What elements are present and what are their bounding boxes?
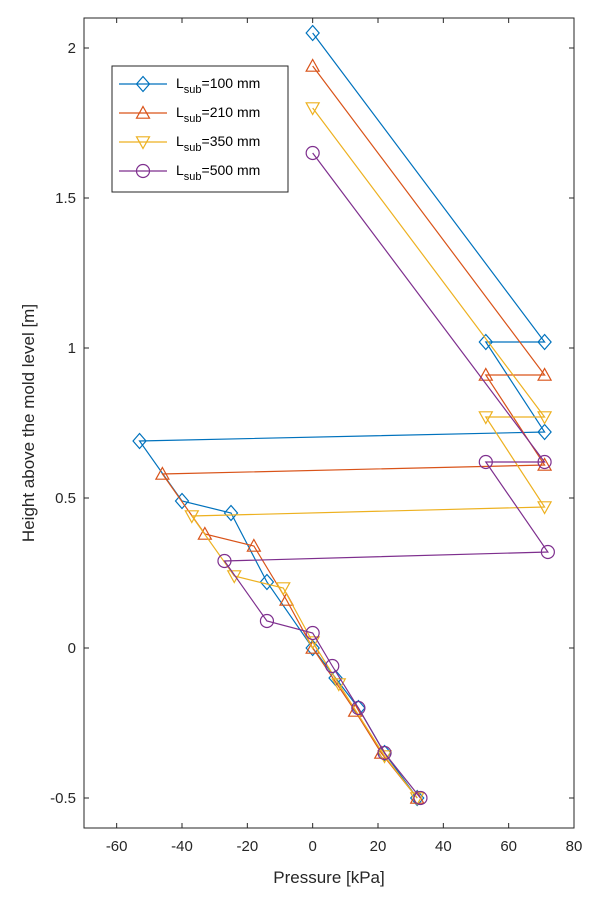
- y-tick-label: 2: [68, 40, 76, 57]
- data-point: [217, 553, 232, 569]
- legend-label-rest: =500 mm: [202, 162, 261, 178]
- data-point: [537, 411, 553, 425]
- data-point: [246, 538, 262, 552]
- data-point: [305, 636, 321, 650]
- legend-label-subscript: sub: [184, 84, 202, 96]
- legend-label: Lsub=500 mm: [176, 162, 260, 183]
- data-point: [537, 423, 552, 441]
- data-point: [540, 544, 555, 560]
- x-tick-label: 20: [370, 838, 387, 855]
- x-tick-label: 80: [566, 838, 583, 855]
- legend-label-subscript: sub: [184, 171, 202, 183]
- legend-entry: Lsub=350 mm: [119, 133, 260, 154]
- data-point: [226, 570, 242, 584]
- x-axis-title: Pressure [kPa]: [273, 868, 385, 887]
- axes-box: [83, 17, 575, 829]
- y-axis-title: Height above the mold level [m]: [19, 304, 38, 542]
- data-point: [305, 58, 321, 72]
- legend-label: Lsub=210 mm: [176, 104, 260, 125]
- data-point: [537, 501, 553, 515]
- data-point: [132, 432, 147, 450]
- legend-label-main: L: [176, 104, 184, 120]
- y-tick-label: 0.5: [55, 490, 76, 507]
- y-tick-label: 1: [68, 340, 76, 357]
- data-point: [154, 466, 170, 480]
- series-4: [217, 145, 555, 806]
- x-tick-label: -40: [171, 838, 193, 855]
- data-point: [184, 510, 200, 524]
- legend-label-main: L: [176, 133, 184, 149]
- data-point: [223, 504, 239, 522]
- series-3: [184, 102, 553, 806]
- data-point: [305, 639, 320, 657]
- legend-marker: [135, 136, 151, 150]
- data-point: [351, 700, 366, 716]
- data-point: [305, 145, 320, 161]
- legend-marker: [135, 105, 151, 119]
- data-point: [197, 526, 213, 540]
- legend-entry: Lsub=100 mm: [119, 75, 260, 96]
- legend-label-rest: =100 mm: [202, 75, 261, 91]
- data-point: [331, 678, 347, 692]
- legend-label-rest: =350 mm: [202, 133, 261, 149]
- series-line: [223, 152, 549, 799]
- data-point: [478, 333, 494, 351]
- legend-entry: Lsub=210 mm: [119, 104, 260, 125]
- legend-marker: [135, 163, 151, 179]
- legend-label-rest: =210 mm: [202, 104, 261, 120]
- y-tick-label: 1.5: [55, 190, 76, 207]
- x-tick-label: -20: [236, 838, 258, 855]
- legend-entry: Lsub=500 mm: [119, 162, 260, 183]
- series-layer: [132, 24, 555, 807]
- legend-label: Lsub=100 mm: [176, 75, 260, 96]
- data-point: [259, 573, 275, 591]
- x-tick-label: -60: [106, 838, 128, 855]
- legend-label-main: L: [176, 75, 184, 91]
- legend-label: Lsub=350 mm: [176, 133, 260, 154]
- data-point: [305, 24, 320, 42]
- y-tick-label: 0: [68, 640, 76, 657]
- data-point: [478, 367, 494, 381]
- x-tick-label: 0: [308, 838, 316, 855]
- data-point: [174, 492, 190, 510]
- data-point: [537, 454, 552, 470]
- legend-label-subscript: sub: [184, 142, 202, 154]
- data-point: [377, 745, 392, 761]
- data-point: [413, 790, 428, 806]
- series-line: [190, 107, 546, 799]
- data-point: [537, 367, 553, 381]
- legend-label-main: L: [176, 162, 184, 178]
- series-line: [161, 65, 546, 799]
- x-tick-label: 40: [435, 838, 452, 855]
- data-point: [537, 333, 552, 351]
- legend-label-subscript: sub: [184, 113, 202, 125]
- data-point: [537, 457, 553, 471]
- data-point: [325, 658, 340, 674]
- y-tick-label: -0.5: [50, 790, 76, 807]
- data-point: [275, 582, 291, 596]
- data-point: [305, 625, 320, 641]
- x-tick-label: 60: [500, 838, 517, 855]
- data-point: [259, 613, 275, 629]
- data-point: [478, 411, 494, 425]
- legend-marker: [135, 75, 151, 93]
- data-point: [478, 454, 493, 470]
- data-point: [305, 102, 321, 116]
- axes-layer: -60 -40 -20 0 20 40 60 80 -0.5 0 0.5 1 1.5 2: [50, 17, 583, 855]
